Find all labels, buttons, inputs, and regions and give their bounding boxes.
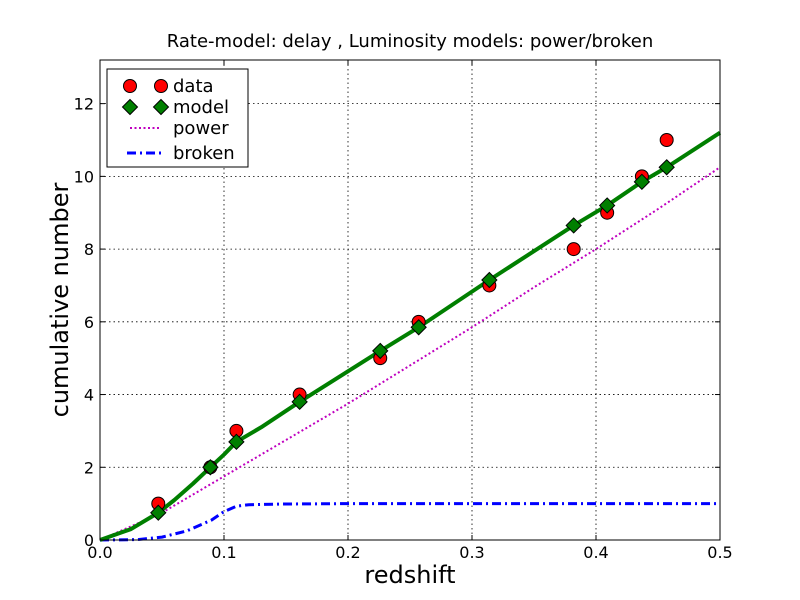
legend-data-marker [123, 79, 137, 93]
y-tick-label: 4 [84, 386, 94, 405]
model-point [372, 342, 389, 360]
plot-frame [99, 59, 721, 541]
model-point [633, 173, 651, 191]
x-tick-label: 0.1 [211, 543, 236, 562]
model-line [99, 131, 722, 542]
chart-title: Rate-model: delay , Luminosity models: p… [167, 31, 653, 52]
y-tick-label: 2 [84, 458, 94, 477]
legend-model-marker [152, 98, 170, 116]
model-point [291, 393, 308, 411]
x-tick-label: 0.3 [459, 543, 484, 562]
legend-data-marker [154, 79, 168, 93]
x-axis-label: redshift [364, 561, 455, 589]
model-point [481, 271, 498, 289]
model-point [202, 459, 219, 476]
y-axis-label: cumulative number [46, 183, 74, 418]
model-point [565, 217, 582, 234]
model-point [598, 197, 616, 214]
y-tick-label: 0 [84, 531, 94, 550]
model-point [228, 433, 245, 451]
broken-line [99, 502, 720, 542]
x-tick-label: 0.4 [583, 543, 608, 562]
model-point [410, 319, 427, 336]
data-point [659, 133, 674, 147]
x-tick-label: 0.5 [707, 543, 732, 562]
data-point [566, 242, 581, 257]
y-tick-label: 8 [84, 240, 94, 259]
legend-model-marker [121, 98, 139, 116]
model-point [150, 504, 167, 521]
series-layer [99, 131, 722, 542]
legend-label-model: model [173, 97, 229, 118]
y-tick-label: 12 [74, 95, 94, 114]
legend-label-broken: broken [173, 143, 235, 164]
y-tick-label: 10 [74, 167, 94, 186]
power-line [99, 166, 721, 541]
legend-label-power: power [173, 118, 229, 139]
x-tick-label: 0.0 [87, 543, 112, 562]
x-tick-label: 0.2 [335, 543, 360, 562]
legend-label-data: data [173, 76, 214, 97]
model-point [658, 159, 675, 176]
ticks: 0.0 0.1 0.2 0.3 0.4 0.5 0 2 4 6 8 10 12 [74, 60, 733, 562]
y-tick-label: 6 [84, 313, 94, 332]
